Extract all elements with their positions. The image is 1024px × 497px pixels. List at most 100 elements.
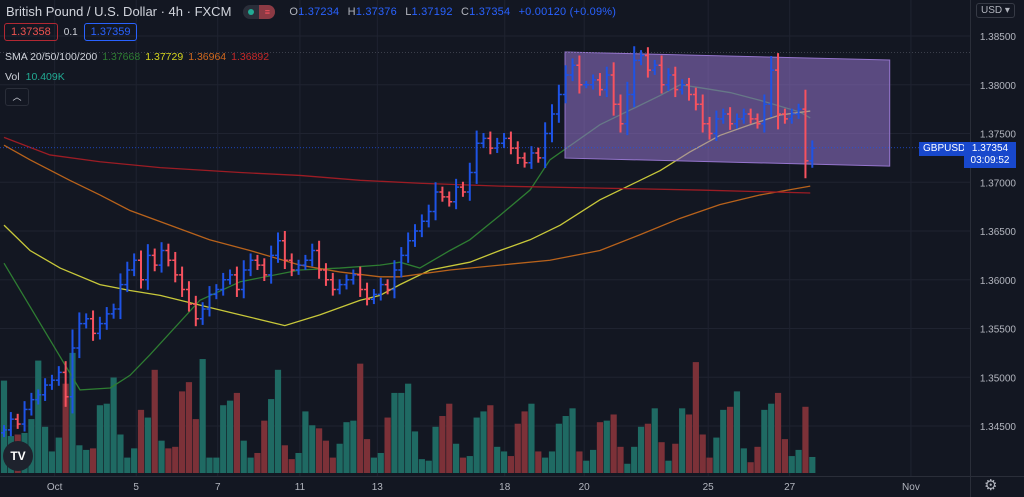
volume-bar: [555, 423, 562, 473]
price-tick-label: 1.34500: [980, 422, 1017, 433]
volume-bar: [740, 448, 747, 473]
volume-bar: [117, 434, 124, 473]
volume-bar: [446, 403, 453, 473]
ohlc-bar: [466, 162, 473, 201]
sma100-value: 1.36964: [188, 51, 227, 63]
volume-bar: [768, 403, 775, 473]
volume-bar: [781, 439, 788, 473]
ohlc-bar: [692, 87, 699, 111]
ohlc-bar: [706, 116, 713, 140]
chevron-up-icon[interactable]: ︿: [5, 88, 29, 106]
ohlc-bar: [1, 425, 7, 438]
volume-bar: [405, 383, 412, 473]
currency-dropdown[interactable]: USD ▾: [976, 3, 1015, 18]
ohlc-bar: [624, 81, 631, 136]
tradingview-logo[interactable]: TV: [3, 441, 33, 471]
volume-bar: [144, 417, 151, 473]
gear-icon[interactable]: ⚙: [984, 477, 998, 494]
price-tick-label: 1.37500: [980, 130, 1017, 141]
volume-bar: [322, 440, 330, 473]
time-tick-label: Nov: [902, 482, 920, 493]
time-tick-label: 20: [579, 482, 591, 493]
volume-bar: [459, 457, 467, 473]
volume-bar: [453, 443, 460, 473]
volume-legend[interactable]: Vol 10.409K: [5, 71, 65, 83]
ohlc-bar: [370, 289, 377, 305]
volume-bar: [761, 409, 768, 473]
high-value: 1.37376: [355, 5, 397, 18]
volume-bar: [220, 405, 227, 473]
volume-bar: [583, 460, 590, 473]
ohlc-bar: [316, 240, 323, 279]
ohlc-bar: [754, 113, 761, 129]
ohlc-bar: [405, 232, 412, 263]
sma200-value: 1.36892: [231, 51, 270, 63]
ohlc-bar: [727, 107, 734, 130]
volume-bar: [720, 409, 727, 473]
ohlc-bar: [28, 392, 35, 416]
volume-bar: [528, 403, 535, 473]
sma-line: [3, 144, 811, 278]
ohlc-values: O1.37234 H1.37376 L1.37192 C1.37354 +0.0…: [289, 6, 621, 18]
price-tick-label: 1.36500: [980, 227, 1017, 238]
sell-button[interactable]: 1.37358: [4, 23, 58, 41]
ohlc-bar: [275, 232, 281, 263]
ohlc-bar: [418, 214, 425, 238]
ohlc-bar: [425, 204, 432, 228]
vol-label: Vol: [5, 71, 20, 83]
price-axis: [970, 0, 1024, 497]
channel-drawing[interactable]: [0, 51, 970, 167]
ohlc-bar: [90, 310, 97, 341]
ohlc-bar: [233, 266, 240, 297]
high-label: H: [347, 5, 356, 18]
ohlc-bar: [103, 307, 110, 330]
price-tick-label: 1.36000: [980, 276, 1017, 287]
volume-bar: [658, 442, 665, 473]
ohlc-bar: [562, 65, 569, 104]
ohlc-bar: [69, 329, 76, 414]
buy-button[interactable]: 1.37359: [83, 23, 138, 41]
volume-bar: [562, 416, 569, 473]
ohlc-bar: [590, 74, 597, 90]
volume-bar: [802, 406, 809, 473]
volume-bar: [788, 456, 795, 473]
market-status-toggle[interactable]: ≡: [243, 4, 276, 19]
ohlc-bar: [172, 251, 179, 283]
symbol-title[interactable]: British Pound / U.S. Dollar · 4h · FXCM: [6, 4, 232, 19]
volume-bar: [432, 426, 439, 473]
ohlc-bar: [398, 247, 405, 278]
ohlc-bar: [775, 53, 782, 130]
volume-bar: [665, 460, 672, 473]
ohlc-bar: [453, 178, 460, 210]
ohlc-bar: [21, 401, 28, 432]
sma-legend[interactable]: SMA 20/50/100/200 1.37668 1.37729 1.3696…: [5, 51, 269, 63]
ohlc-bar: [151, 248, 158, 272]
close-label: C: [460, 5, 470, 18]
bar-countdown: 03:09:52: [970, 155, 1010, 166]
ohlc-bar: [144, 244, 151, 290]
volume-bar: [35, 360, 42, 473]
volume-bar: [596, 422, 604, 473]
ohlc-bar: [247, 253, 254, 277]
ohlc-bar: [268, 245, 275, 284]
volume-bar: [206, 457, 213, 473]
ohlc-bar: [288, 253, 295, 277]
last-price: 1.37354: [971, 143, 1009, 154]
price-tick-label: 1.37000: [980, 178, 1017, 189]
ohlc-bar: [809, 140, 816, 168]
channel-rectangle: [564, 51, 891, 167]
ohlc-bar: [768, 55, 775, 117]
volume-bar: [754, 446, 761, 473]
ohlc-bar: [781, 108, 788, 124]
ohlc-bar: [761, 94, 768, 133]
vol-value: 10.409K: [25, 71, 65, 83]
volume-bar: [473, 417, 480, 473]
open-label: O: [289, 5, 299, 18]
volume-bar: [254, 452, 261, 473]
spread: 0.1: [63, 26, 78, 38]
ohlc-bar: [42, 378, 49, 401]
volume-bar: [336, 443, 343, 473]
volume-bar: [418, 459, 425, 473]
volume-bar: [733, 391, 741, 473]
